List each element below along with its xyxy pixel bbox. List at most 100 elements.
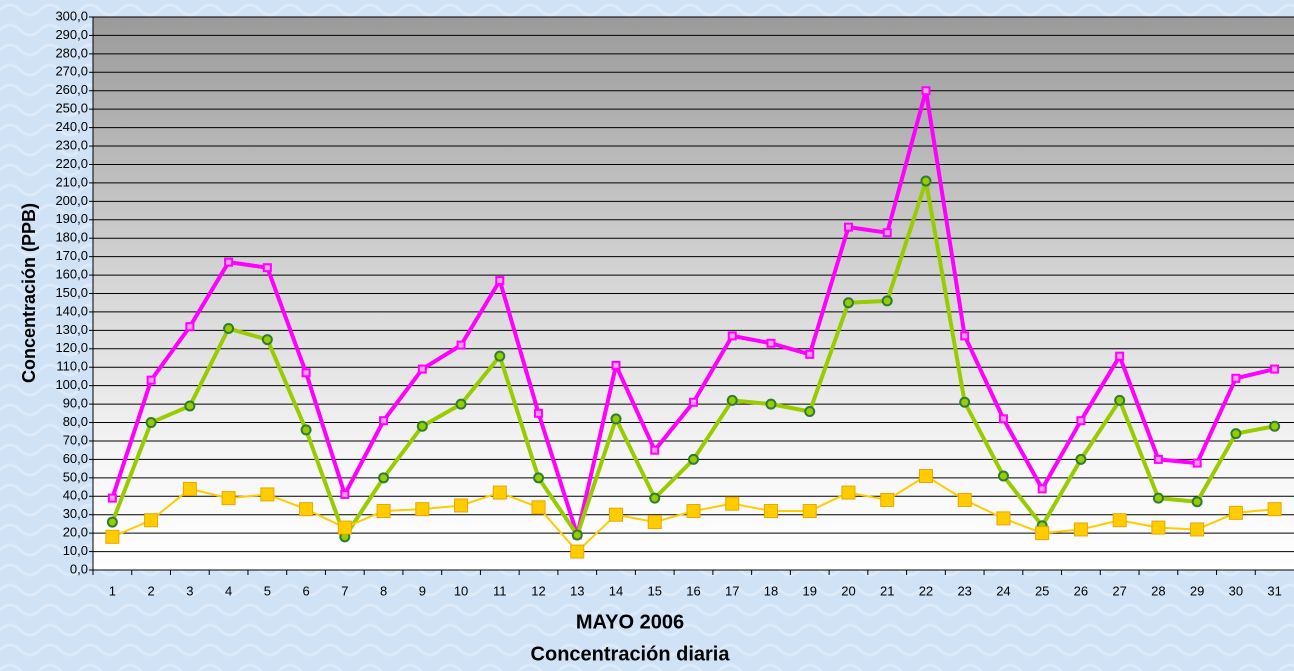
page: Concentración (PPB) MAYO 2006 Concentrac… [0, 0, 1294, 671]
x-tick-label: 20 [841, 583, 855, 598]
data-point [377, 505, 390, 518]
data-point [650, 494, 659, 503]
data-point [418, 422, 427, 431]
data-point [726, 497, 739, 510]
x-tick-label: 10 [454, 583, 468, 598]
y-tick-label: 10,0 [63, 543, 88, 558]
y-tick-label: 120,0 [55, 340, 88, 355]
data-point [109, 495, 116, 502]
data-point [1194, 460, 1201, 467]
data-point [1270, 422, 1279, 431]
y-tick-label: 150,0 [55, 285, 88, 300]
y-tick-label: 0,0 [70, 561, 88, 576]
data-point [919, 469, 932, 482]
x-tick-label: 7 [341, 583, 348, 598]
x-tick-label: 11 [493, 583, 507, 598]
data-point [883, 296, 892, 305]
y-tick-label: 60,0 [63, 451, 88, 466]
data-point [419, 366, 426, 373]
data-point [1155, 456, 1162, 463]
data-point [842, 486, 855, 499]
chart: Concentración (PPB) MAYO 2006 Concentrac… [0, 0, 1294, 671]
y-tick-label: 290,0 [55, 27, 88, 42]
data-point [303, 369, 310, 376]
x-tick-label: 14 [609, 583, 623, 598]
data-point [1271, 366, 1278, 373]
data-point [300, 503, 313, 516]
data-point [532, 501, 545, 514]
data-point [222, 492, 235, 505]
data-point [844, 298, 853, 307]
data-point [766, 400, 775, 409]
chart-title: Concentración diaria [531, 643, 731, 665]
data-point [147, 418, 156, 427]
y-tick-label: 80,0 [63, 414, 88, 429]
y-tick-label: 170,0 [55, 248, 88, 263]
data-point [884, 229, 891, 236]
data-point [1076, 455, 1085, 464]
x-tick-label: 24 [996, 583, 1010, 598]
data-point [261, 488, 274, 501]
y-tick-label: 220,0 [55, 156, 88, 171]
x-tick-label: 13 [570, 583, 584, 598]
data-point [1077, 417, 1084, 424]
x-tick-label: 8 [380, 583, 387, 598]
data-point [457, 400, 466, 409]
data-point [689, 455, 698, 464]
data-point [958, 493, 971, 506]
data-point [416, 503, 429, 516]
y-tick-label: 30,0 [63, 506, 88, 521]
x-tick-label: 9 [419, 583, 426, 598]
data-point [921, 177, 930, 186]
data-point [148, 377, 155, 384]
y-axis-label: Concentración (PPB) [19, 203, 39, 383]
data-point [534, 473, 543, 482]
data-point [573, 530, 582, 539]
x-tick-label: 28 [1151, 583, 1165, 598]
x-tick-label: 3 [186, 583, 193, 598]
data-point [806, 351, 813, 358]
data-point [379, 473, 388, 482]
y-tick-label: 100,0 [55, 377, 88, 392]
y-tick-label: 200,0 [55, 193, 88, 208]
y-tick-label: 70,0 [63, 432, 88, 447]
x-tick-label: 6 [302, 583, 309, 598]
data-point [458, 342, 465, 349]
data-point [997, 512, 1010, 525]
data-point [729, 332, 736, 339]
data-point [999, 471, 1008, 480]
x-axis-label: MAYO 2006 [576, 611, 684, 633]
y-tick-label: 110,0 [56, 359, 88, 374]
data-point [1115, 396, 1124, 405]
x-tick-label: 12 [531, 583, 545, 598]
data-point [145, 514, 158, 527]
data-point [1231, 429, 1240, 438]
x-tick-label: 15 [648, 583, 662, 598]
y-tick-label: 260,0 [55, 82, 88, 97]
data-point [496, 277, 503, 284]
y-tick-label: 250,0 [55, 101, 88, 116]
data-point [922, 87, 929, 94]
x-tick-label: 30 [1229, 583, 1243, 598]
x-tick-label: 22 [919, 583, 933, 598]
x-tick-label: 17 [725, 583, 739, 598]
data-point [805, 407, 814, 416]
x-tick-label: 26 [1074, 583, 1088, 598]
data-point [535, 410, 542, 417]
data-point [1000, 415, 1007, 422]
data-point [493, 486, 506, 499]
x-tick-label: 1 [109, 583, 116, 598]
data-point [651, 447, 658, 454]
x-tick-label: 25 [1035, 583, 1049, 598]
data-point [845, 224, 852, 231]
data-point [341, 491, 348, 498]
y-tick-label: 40,0 [63, 488, 88, 503]
y-tick-label: 180,0 [55, 230, 88, 245]
x-tick-label: 4 [225, 583, 232, 598]
data-point [186, 323, 193, 330]
data-point [263, 335, 272, 344]
y-tick-label: 130,0 [55, 322, 88, 337]
data-point [455, 499, 468, 512]
data-point [1268, 503, 1281, 516]
y-tick-label: 160,0 [55, 267, 88, 282]
